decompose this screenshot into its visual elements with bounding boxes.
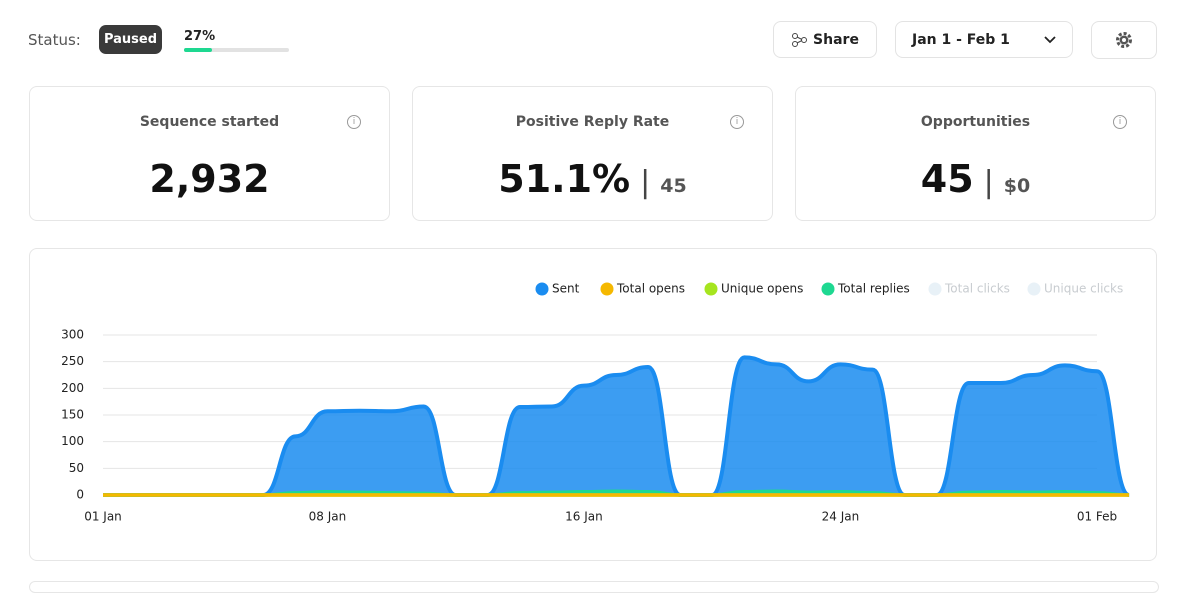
date-dropdown[interactable]: Jan 1 - Feb 1 [895, 21, 1073, 58]
y-tick-label: 50 [69, 461, 84, 475]
y-tick-label: 100 [61, 434, 84, 448]
legend-label: Total replies [837, 282, 910, 296]
status-label: Status: [28, 31, 81, 49]
chart: 0 50 100 150 200 250 300 01 Jan 08 Jan 16 Jan 24 J… [61, 282, 1131, 524]
legend-swatch [928, 282, 942, 296]
separator: | [983, 165, 994, 200]
card-title: Positive Reply Rate [515, 114, 670, 130]
stat-card: Opportunities i 45 | $0 [795, 86, 1156, 221]
card-value: 2,932 [149, 157, 270, 201]
gear-icon [1116, 32, 1132, 48]
status-pill[interactable]: Paused [99, 25, 162, 54]
y-tick-label: 250 [61, 354, 84, 368]
x-tick-label: 16 Jan [565, 510, 603, 524]
legend-swatch [704, 282, 718, 296]
y-tick-label: 150 [61, 408, 84, 422]
stat-card: Positive Reply Rate i 51.1% | 45 [412, 86, 773, 221]
separator: | [640, 165, 651, 200]
x-tick-label: 01 Feb [1077, 510, 1117, 524]
card-title: Sequence started [139, 114, 280, 130]
card-value: 51.1% [498, 157, 631, 201]
card-secondary: $0 [1003, 175, 1031, 197]
progress-label: 27% [184, 29, 216, 44]
info-icon[interactable]: i [347, 115, 361, 129]
info-icon[interactable]: i [730, 115, 744, 129]
legend-swatch [821, 282, 835, 296]
legend-swatch [1027, 282, 1041, 296]
settings-button[interactable] [1091, 21, 1157, 59]
chevron [1044, 35, 1056, 43]
x-tick-label: 01 Jan [84, 510, 122, 524]
next-panel [29, 581, 1159, 593]
legend-swatch [600, 282, 614, 296]
card-secondary: 45 [660, 175, 687, 197]
series-line [102, 355, 1131, 497]
legend-label: Unique opens [721, 282, 803, 296]
y-tick-label: 200 [61, 381, 84, 395]
date-range: Jan 1 - Feb 1 [912, 31, 1010, 48]
share-text: Share [813, 31, 859, 48]
legend-label: Unique clicks [1044, 282, 1123, 296]
card-value: 45 [920, 157, 974, 201]
legend-swatch [535, 282, 549, 296]
y-tick-label: 300 [61, 328, 84, 342]
share-icon [792, 32, 808, 47]
chart-panel: 0 50 100 150 200 250 300 01 Jan 08 Jan 16 Jan 24 J… [29, 248, 1157, 561]
legend-label: Total opens [616, 282, 685, 296]
progress-fill [184, 48, 213, 52]
card-title: Opportunities [920, 114, 1031, 130]
x-tick-label: 08 Jan [309, 510, 347, 524]
share-button[interactable]: Share [773, 21, 877, 58]
x-tick-label: 24 Jan [822, 510, 860, 524]
legend-label: Total clicks [944, 282, 1010, 296]
progress-track [184, 48, 289, 52]
legend-label: Sent [552, 282, 580, 296]
area-fill [103, 357, 1130, 495]
info-icon[interactable]: i [1113, 115, 1127, 129]
y-tick-label: 0 [76, 488, 84, 502]
stat-card: Sequence started i 2,932 [29, 86, 390, 221]
